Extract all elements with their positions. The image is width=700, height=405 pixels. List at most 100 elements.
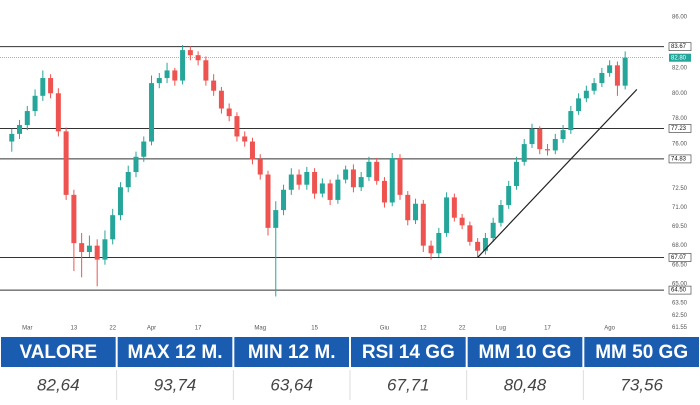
candle-body xyxy=(86,245,92,252)
level-label: 74.83 xyxy=(671,156,687,162)
candle-body xyxy=(583,90,589,99)
candle-body xyxy=(110,215,116,240)
header-cell xyxy=(584,337,699,367)
candle-body xyxy=(343,169,349,180)
candle-body xyxy=(319,183,325,194)
y-tick-label: 69.50 xyxy=(672,224,688,230)
candle-body xyxy=(288,174,294,190)
candle-body xyxy=(444,197,450,233)
candle-body xyxy=(242,136,248,142)
candle-body xyxy=(381,180,387,203)
x-tick-label: 17 xyxy=(195,326,202,332)
header-cell xyxy=(1,337,116,367)
last-price-label: 82.80 xyxy=(671,55,687,61)
candle-body xyxy=(436,232,442,254)
candle-body xyxy=(55,93,61,132)
candle-body xyxy=(226,108,232,117)
candle-body xyxy=(94,245,100,260)
y-tick-label: 72.50 xyxy=(672,186,688,192)
y-tick-label: 78.00 xyxy=(672,116,688,122)
candle-body xyxy=(63,131,69,195)
x-tick-label: 22 xyxy=(109,326,116,332)
candle-body xyxy=(576,98,582,112)
candle-body xyxy=(560,130,566,139)
candle-body xyxy=(156,78,162,84)
candle-body xyxy=(195,55,201,61)
y-tick-label: 61.55 xyxy=(672,325,688,331)
x-tick-label: Mar xyxy=(22,326,32,332)
level-label: 64.50 xyxy=(671,288,687,294)
level-label: 77.23 xyxy=(671,126,687,132)
candle-body xyxy=(358,177,364,188)
x-tick-label: Mag xyxy=(254,326,266,332)
candle-body xyxy=(568,111,574,131)
trendline xyxy=(477,89,638,258)
value-text: 82,64 xyxy=(37,375,80,394)
y-tick-label: 65.00 xyxy=(672,281,688,287)
header-text: RSI 14 GG xyxy=(362,342,455,363)
candle-body xyxy=(187,50,193,56)
header-text: VALORE xyxy=(19,342,97,363)
header-cell xyxy=(467,337,583,367)
level-label: 67.07 xyxy=(671,255,687,261)
candle-body xyxy=(327,183,333,200)
header-text: MIN 12 M. xyxy=(248,342,336,363)
candle-body xyxy=(117,187,123,216)
x-tick-label: 17 xyxy=(544,326,551,332)
level-label-box xyxy=(668,124,692,133)
candle-body xyxy=(79,243,85,252)
candle-body xyxy=(545,149,551,151)
candle-body xyxy=(389,158,395,203)
candle-body xyxy=(475,241,481,251)
candle-body xyxy=(281,189,287,211)
x-tick-label: 12 xyxy=(420,326,427,332)
candle-body xyxy=(374,161,380,181)
x-tick-label: Apr xyxy=(147,326,156,332)
y-tick-label: 71.00 xyxy=(672,205,688,211)
candle-body xyxy=(599,72,605,84)
candle-body xyxy=(622,57,628,86)
candle-body xyxy=(133,156,139,172)
candle-body xyxy=(304,172,310,185)
candle-body xyxy=(467,225,473,242)
value-text: 93,74 xyxy=(154,375,197,394)
plot-background xyxy=(0,0,700,336)
candle-body xyxy=(552,138,558,151)
level-label: 83.67 xyxy=(671,44,687,50)
candle-body xyxy=(397,158,403,195)
y-tick-label: 82.00 xyxy=(672,65,688,71)
header-cell xyxy=(234,337,349,367)
candle-body xyxy=(32,95,38,112)
candle-body xyxy=(498,205,504,223)
candle-body xyxy=(413,203,419,221)
candle-body xyxy=(521,144,527,162)
candle-body xyxy=(40,78,46,96)
candle-body xyxy=(614,65,620,86)
header-cell xyxy=(351,337,466,367)
header-cell xyxy=(117,337,233,367)
x-tick-label: Lug xyxy=(496,326,506,332)
header-text: MM 10 GG xyxy=(479,342,572,363)
candle-body xyxy=(234,116,240,137)
x-tick-label: 22 xyxy=(459,326,466,332)
value-text: 67,71 xyxy=(387,375,430,394)
candle-body xyxy=(211,80,217,91)
candle-body xyxy=(451,197,457,218)
candle-body xyxy=(350,169,356,188)
candle-body xyxy=(529,128,535,145)
header-text: MAX 12 M. xyxy=(127,342,222,363)
candle-body xyxy=(513,161,519,186)
candle-body xyxy=(249,141,255,160)
candle-body xyxy=(102,239,108,260)
level-label-box xyxy=(668,253,692,262)
candle-body xyxy=(405,194,411,221)
header-text: MM 50 GG xyxy=(595,342,688,363)
candle-body xyxy=(149,83,155,142)
candle-body xyxy=(490,222,496,239)
y-tick-label: 63.50 xyxy=(672,300,688,306)
candle-body xyxy=(335,179,341,200)
value-text: 73,56 xyxy=(620,375,663,394)
candle-body xyxy=(366,161,372,178)
candle-body xyxy=(537,128,543,150)
candle-body xyxy=(257,159,263,175)
